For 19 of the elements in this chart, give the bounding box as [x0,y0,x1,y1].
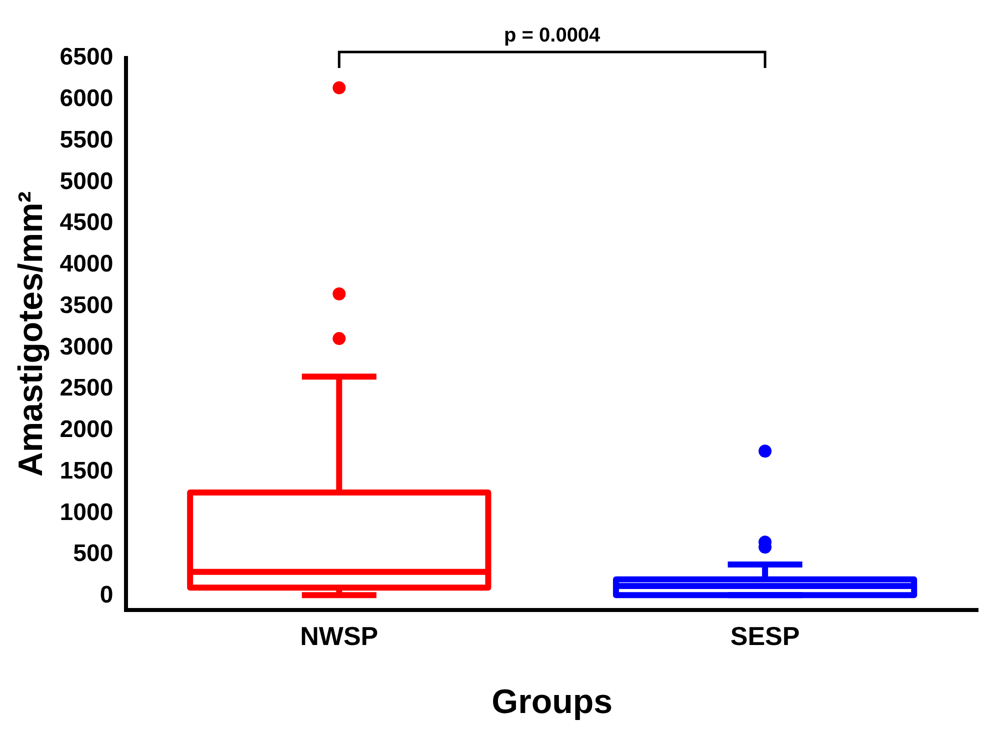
y-tick-label: 6000 [60,85,114,112]
y-tick-label: 2000 [60,416,114,444]
x-tick-label: SESP [730,620,800,651]
y-tick-label: 4000 [60,250,114,278]
y-tick-label: 1000 [60,498,114,526]
y-tick-label: 5500 [60,126,114,154]
text: p = 0.0004 [504,24,602,47]
y-tick-label: 3500 [60,292,114,319]
y-tick-label: 4500 [60,209,114,236]
y-axis-title: Amastigotes/mm² [12,191,50,477]
x-axis-title: Groups [492,682,613,721]
y-tick-label: 2500 [60,374,114,402]
y-tick-label: 0 [100,582,114,609]
x-tick-label: NWSP [300,620,378,651]
y-tick-label: 6500 [60,44,114,71]
y-tick-label: 5000 [60,168,114,195]
y-tick-label: 500 [73,540,114,568]
y-tick-label: 3000 [60,333,114,360]
y-tick-label: 1500 [60,457,114,484]
